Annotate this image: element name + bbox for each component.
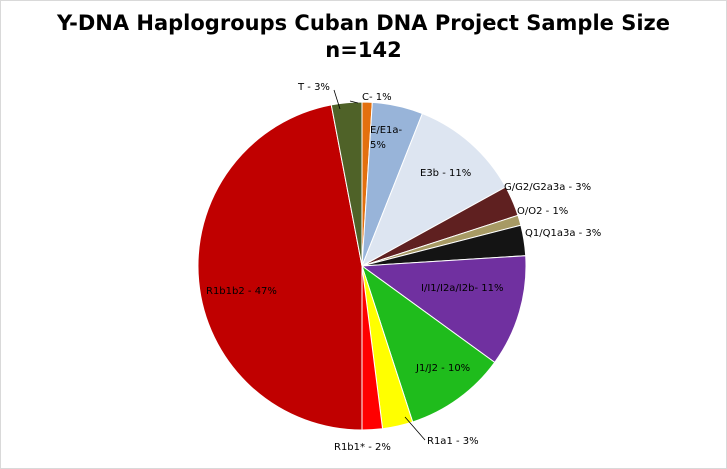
chart-title-main: Y-DNA Haplogroups Cuban DNA Project Samp… [57,11,670,35]
slice-t [330,101,363,267]
slice-j1-j2 [361,264,496,423]
pie-slices [197,101,527,431]
slice-label: G/G2/G2a3a - 3% [504,182,591,193]
leader-line [404,416,426,441]
slice-label: E/E1a- 5% [370,125,402,151]
slice-label-line: R1a1 - 3% [427,436,479,447]
leader-line [333,89,341,110]
chart-title: Y-DNA Haplogroups Cuban DNA Project Samp… [0,10,727,64]
slice-label-line: Q1/Q1a3a - 3% [525,228,601,239]
slice-labels: C- 1% E/E1a- 5% E3b - 11% G/G2/G2a3a - 3% O/O… [206,82,601,453]
slice-label: C- 1% [362,92,392,103]
slice-label: R1b1b2 - 47% [206,286,277,297]
slice-label-line: 5% [370,140,386,151]
slice-label-line: C- 1% [362,92,392,103]
slice-label: R1a1 - 3% [427,436,479,447]
slice-label: O/O2 - 1% [517,206,568,217]
slice-label-line: O/O2 - 1% [517,206,568,217]
slice-label-line: E3b - 11% [420,168,471,179]
slice-e3b [361,112,507,268]
leader-line [349,100,359,104]
slice-label: J1/J2 - 10% [415,363,470,374]
slice-label-line: J1/J2 - 10% [415,363,470,374]
slice-label: E3b - 11% [420,168,471,179]
label-leader-lines [333,89,426,441]
slice-label-line: E/E1a- [370,125,402,136]
slice-label-line: G/G2/G2a3a - 3% [504,182,591,193]
slice-label: T - 3% [297,82,330,93]
slice-label: R1b1* - 2% [334,442,391,453]
slice-label: I/I1/I2a/I2b- 11% [421,283,503,294]
slice-i-i1-i2a-i2b [360,255,527,364]
slice-label-line: R1b1* - 2% [334,442,391,453]
chart-subtitle: n=142 [325,38,402,62]
slice-label-line: R1b1b2 - 47% [206,286,277,297]
slice-label-line: I/I1/I2a/I2b- 11% [421,283,503,294]
slice-label-line: T - 3% [297,82,330,93]
slice-label: Q1/Q1a3a - 3% [525,228,601,239]
slice-r1b1b2 [197,104,363,431]
